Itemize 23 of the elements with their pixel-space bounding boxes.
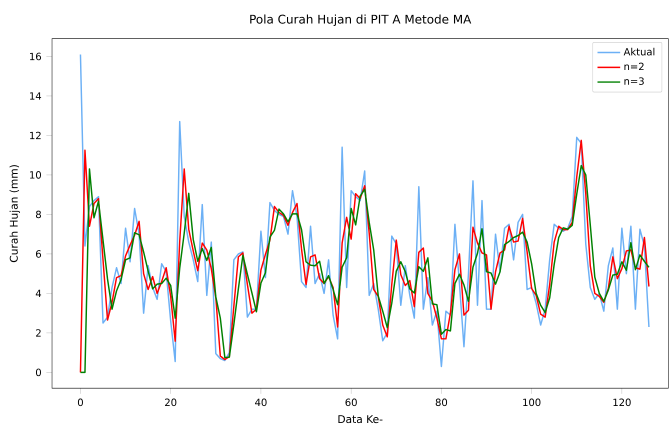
y-tick-label: 12 — [30, 132, 41, 140]
x-tick-label: 60 — [346, 398, 357, 406]
y-tick-label: 4 — [36, 290, 42, 298]
x-tick-label: 80 — [436, 398, 448, 406]
x-tick-label: 20 — [165, 398, 176, 406]
x-tick-label: 120 — [613, 398, 631, 406]
legend-label: n=2 — [624, 62, 644, 70]
x-tick-label: 40 — [255, 398, 267, 406]
legend-label: Aktual — [624, 48, 654, 56]
y-tick-label: 0 — [36, 368, 41, 376]
y-tick-label: 8 — [36, 210, 41, 218]
y-tick-label: 6 — [36, 250, 42, 258]
y-tick-label: 14 — [30, 92, 42, 100]
x-tick-label: 0 — [78, 398, 83, 406]
y-tick-label: 10 — [30, 171, 41, 179]
y-tick-label: 16 — [30, 52, 42, 60]
x-tick-label: 100 — [523, 398, 540, 406]
line-series — [80, 54, 650, 368]
y-tick-label: 2 — [36, 329, 41, 337]
y-axis-title: Curah Hujan (mm) — [10, 165, 20, 262]
x-axis-title: Data Ke- — [338, 415, 382, 424]
chart-title: Pola Curah Hujan di PIT A Metode MA — [250, 14, 472, 26]
legend-label: n=3 — [624, 78, 644, 86]
